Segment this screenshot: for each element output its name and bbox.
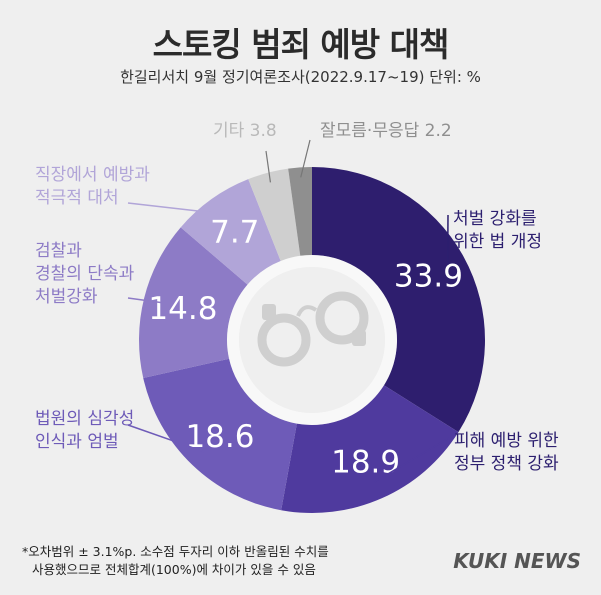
- footnote: *오차범위 ± 3.1%p. 소수점 두자리 이하 반올림된 수치를 사용했으므…: [22, 544, 329, 577]
- donut-slice: [180, 179, 281, 285]
- chart-title: 스토킹 범죄 예방 대책: [152, 25, 450, 64]
- value-label: 18.9: [331, 445, 400, 481]
- label-prosecution: 검찰과 경찰의 단속과 처벌강화: [35, 241, 135, 307]
- donut-hole: [239, 267, 385, 413]
- chart-subtitle: 한길리서치 9월 정기여론조사(2022.9.17~19) 단위: %: [120, 68, 481, 86]
- leader-line: [127, 424, 205, 453]
- leader-line: [265, 150, 272, 183]
- inner-ring: [227, 255, 397, 425]
- value-label: 18.6: [185, 419, 254, 455]
- donut-slice: [281, 385, 459, 513]
- value-label: 33.9: [394, 259, 463, 295]
- donut-slice: [248, 168, 301, 261]
- leader-line: [300, 139, 311, 178]
- label-other: 기타 3.8: [213, 121, 277, 141]
- donut-slice: [143, 358, 297, 511]
- donut-slice: [312, 167, 485, 433]
- label-no-answer: 잘모름·무응답 2.2: [320, 121, 452, 141]
- label-law-revision: 처벌 강화를 위한 법 개정: [453, 209, 543, 252]
- donut-slice: [139, 227, 248, 379]
- leader-line: [127, 297, 162, 304]
- leader-line: [374, 437, 450, 483]
- brand-logo: KUKI NEWS: [453, 549, 581, 573]
- donut-slice: [288, 167, 312, 256]
- value-label: 14.8: [148, 291, 217, 327]
- label-workplace: 직장에서 예방과 적극적 대처: [35, 165, 150, 208]
- handcuffs-icon: [257, 291, 369, 367]
- label-court: 법원의 심각성 인식과 엄벌: [35, 409, 135, 452]
- leader-line: [127, 202, 223, 215]
- value-label: 7.7: [210, 215, 259, 251]
- label-gov-policy: 피해 예방 위한 정부 정책 강화: [454, 431, 559, 474]
